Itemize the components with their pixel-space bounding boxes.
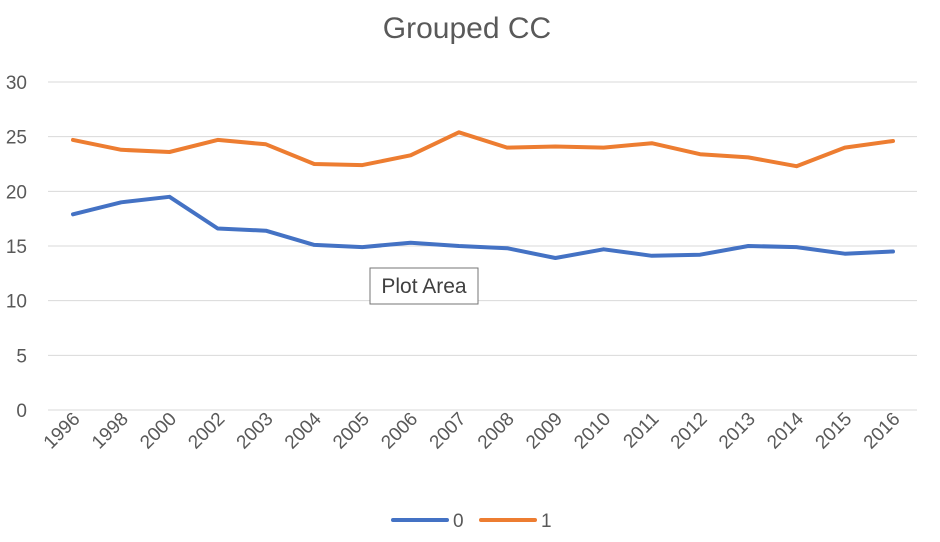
x-tick-label: 2002 [184, 409, 229, 454]
x-tick-label: 2014 [763, 408, 808, 453]
y-tick-label: 10 [6, 292, 27, 313]
x-tick-label: 2008 [474, 409, 519, 454]
x-tick-label: 2011 [620, 409, 664, 453]
tooltip-label: Plot Area [381, 275, 467, 298]
legend-label-1: 1 [541, 511, 552, 532]
x-tick-label: 2006 [377, 409, 422, 454]
x-axis-ticks: 1996 1998 2000 2002 2003 2004 2005 2006 2007 2008… [40, 408, 905, 453]
legend-label-0: 0 [453, 511, 464, 532]
x-tick-label: 2000 [136, 409, 181, 454]
chart-title: Grouped CC [383, 12, 551, 45]
y-tick-label: 5 [16, 346, 27, 367]
x-tick-label: 2015 [812, 409, 857, 454]
y-tick-label: 25 [6, 128, 27, 149]
x-tick-label: 2010 [570, 409, 615, 454]
x-tick-label: 2007 [426, 409, 471, 454]
plot-area-tooltip: Plot Area [369, 267, 479, 305]
series-line-0 [71, 194, 895, 260]
y-tick-label: 15 [6, 237, 27, 258]
x-tick-label: 2009 [522, 409, 567, 454]
x-tick-label: 2004 [281, 408, 326, 453]
x-tick-label: 1998 [88, 409, 133, 454]
y-tick-label: 20 [6, 182, 27, 203]
series-line-1 [71, 130, 895, 169]
x-tick-label: 2016 [860, 409, 905, 454]
x-tick-label: 2005 [329, 409, 374, 454]
x-tick-label: 2003 [233, 409, 278, 454]
gridlines [48, 81, 917, 411]
y-tick-label: 30 [6, 73, 27, 94]
series-lines [71, 130, 895, 260]
y-tick-label: 0 [16, 401, 27, 422]
x-tick-label: 2012 [667, 409, 712, 454]
tooltip-box [369, 267, 479, 305]
y-axis-ticks: 0 5 10 15 20 25 30 [6, 73, 27, 422]
x-tick-label: 2013 [715, 409, 760, 454]
x-tick-label: 1996 [40, 409, 85, 454]
